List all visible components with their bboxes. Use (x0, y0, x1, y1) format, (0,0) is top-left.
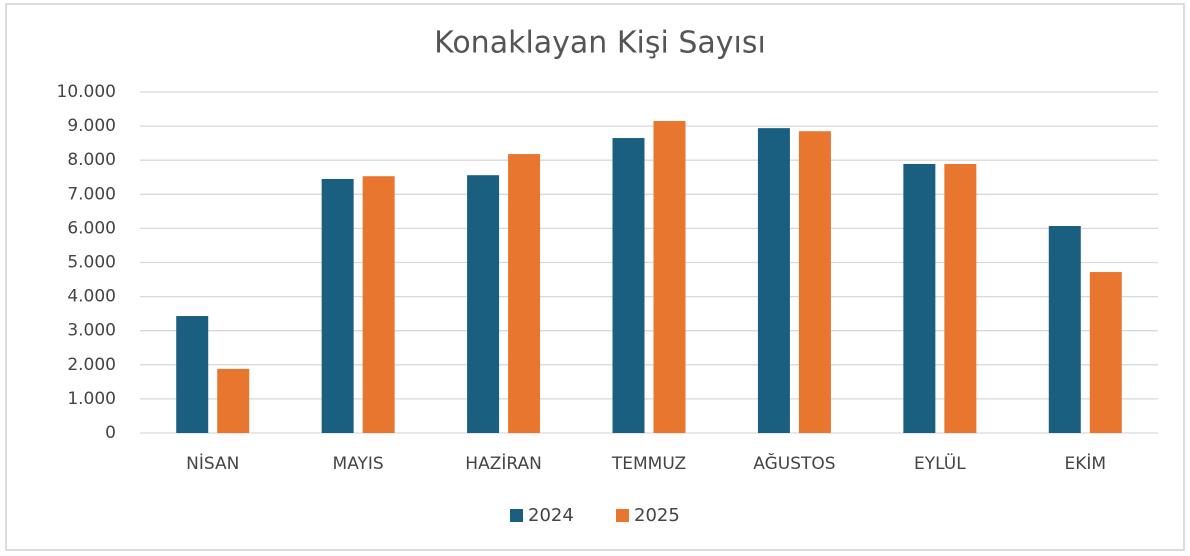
bar (757, 128, 790, 433)
legend-swatch (616, 509, 629, 522)
chart-title: Konaklayan Kişi Sayısı (434, 26, 766, 61)
bar (508, 154, 541, 433)
legend-label: 2025 (634, 505, 680, 526)
bar (321, 178, 354, 433)
x-tick-label: EYLÜL (914, 452, 966, 474)
x-tick-label: MAYIS (333, 454, 384, 474)
bar (362, 176, 395, 434)
y-tick-label: 2.000 (67, 355, 116, 375)
bar (944, 163, 977, 434)
legend-swatch (510, 509, 523, 522)
y-tick-label: 1.000 (67, 389, 116, 409)
bar (612, 138, 645, 433)
x-tick-label: TEMMUZ (611, 454, 686, 474)
y-tick-label: 9.000 (67, 116, 116, 136)
legend-label: 2024 (528, 505, 574, 526)
y-tick-label: 4.000 (67, 287, 116, 307)
y-tick-label: 0 (105, 423, 116, 443)
y-tick-label: 3.000 (67, 321, 116, 341)
y-tick-label: 10.000 (57, 82, 116, 102)
bar (653, 120, 686, 434)
x-tick-label: HAZİRAN (465, 453, 542, 474)
x-tick-label: AĞUSTOS (753, 452, 835, 474)
chart-frame (5, 3, 1185, 551)
x-tick-label: EKİM (1064, 453, 1106, 474)
bar (467, 175, 500, 434)
y-tick-label: 7.000 (67, 184, 116, 204)
y-tick-label: 6.000 (67, 218, 116, 238)
bar (1048, 226, 1081, 433)
bar (1089, 272, 1122, 433)
y-tick-label: 5.000 (67, 253, 116, 273)
x-tick-label: NİSAN (186, 453, 239, 474)
bar (176, 316, 209, 433)
bar (798, 131, 831, 433)
y-tick-label: 8.000 (67, 150, 116, 170)
bar (903, 163, 936, 434)
bar (217, 368, 250, 433)
